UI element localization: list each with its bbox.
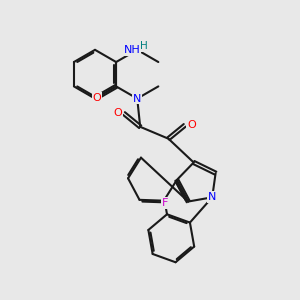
Text: F: F	[162, 198, 168, 208]
Text: NH: NH	[124, 45, 140, 55]
Text: O: O	[92, 92, 101, 103]
Text: N: N	[133, 94, 141, 103]
Text: N: N	[208, 192, 216, 202]
Text: H: H	[140, 41, 148, 51]
Text: O: O	[113, 108, 122, 118]
Text: O: O	[187, 120, 196, 130]
